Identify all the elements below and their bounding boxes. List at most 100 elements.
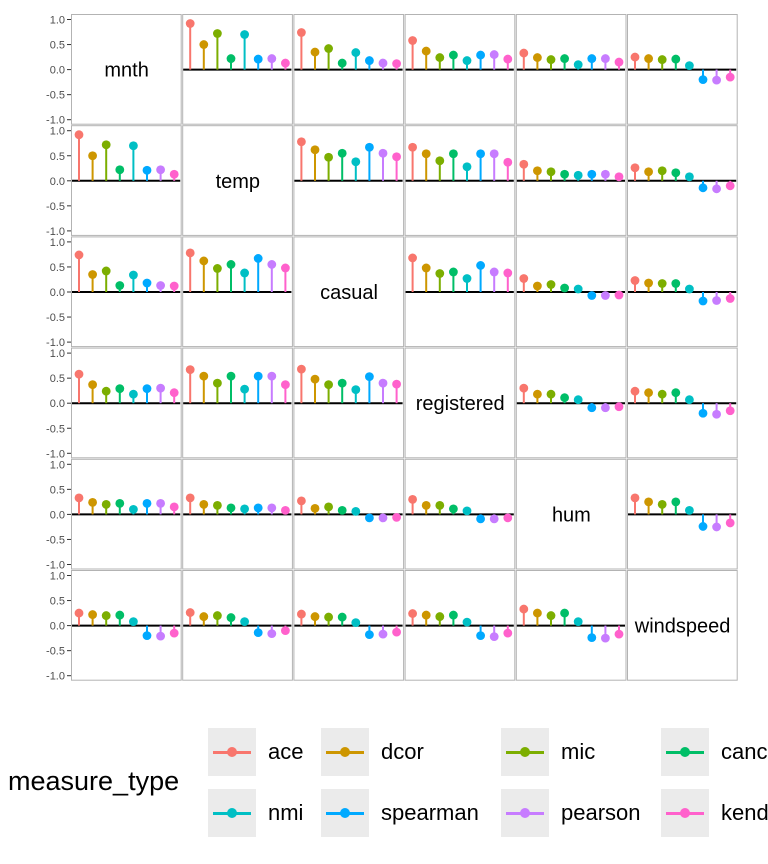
point-pearson-temp-casual: [378, 148, 388, 158]
point-dcor-temp-hum: [533, 166, 542, 176]
point-mic-temp-casual: [324, 152, 333, 162]
point-nmi-mnth-temp: [240, 30, 250, 39]
y-tick-label-r1-0.0: 0.0: [50, 176, 65, 188]
point-kend-temp-windspeed: [725, 181, 735, 191]
point-pearson-registered-hum: [601, 403, 610, 413]
point-pearson-hum-windspeed: [712, 522, 721, 532]
point-ace-registered-temp: [185, 365, 195, 375]
point-spearman-temp-windspeed: [698, 183, 708, 193]
point-mic-temp-mnth: [101, 140, 111, 150]
point-kend-casual-registered: [503, 268, 513, 278]
point-spearman-temp-mnth: [142, 165, 152, 175]
point-nmi-hum-registered: [462, 506, 472, 516]
point-canc-hum-windspeed: [671, 497, 681, 507]
panel-mnth-mnth: [71, 14, 182, 125]
point-spearman-registered-temp: [253, 371, 263, 381]
point-kend-windspeed-casual: [392, 627, 401, 637]
point-nmi-temp-hum: [573, 170, 583, 180]
point-spearman-casual-registered: [476, 261, 485, 270]
point-ace-mnth-hum: [519, 48, 529, 58]
point-pearson-registered-casual: [378, 378, 388, 388]
point-ace-windspeed-temp: [185, 608, 195, 617]
point-mic-registered-hum: [546, 389, 556, 399]
y-tick-label-r5-1.0: 1.0: [50, 571, 65, 583]
point-pearson-windspeed-hum: [601, 633, 610, 643]
point-nmi-hum-temp: [240, 504, 250, 514]
legend-key-nmi: [208, 789, 256, 837]
point-canc-temp-mnth: [115, 165, 125, 175]
point-spearman-temp-casual: [365, 142, 374, 152]
legend-label-nmi: nmi: [268, 800, 304, 825]
point-nmi-mnth-casual: [351, 48, 361, 57]
point-canc-temp-hum: [560, 169, 569, 179]
point-nmi-registered-casual: [351, 385, 361, 395]
point-dcor-windspeed-mnth: [88, 610, 97, 619]
point-nmi-windspeed-casual: [351, 618, 361, 627]
point-nmi-windspeed-mnth: [129, 617, 138, 626]
point-dcor-registered-hum: [533, 389, 542, 399]
point-ace-hum-registered: [408, 494, 417, 504]
point-mic-hum-mnth: [101, 499, 111, 509]
point-canc-temp-windspeed: [671, 168, 681, 178]
point-pearson-mnth-temp: [267, 54, 277, 63]
point-nmi-casual-mnth: [129, 270, 138, 280]
legend-key-mic: [501, 728, 549, 776]
point-pearson-mnth-hum: [601, 54, 610, 63]
point-pearson-temp-windspeed: [712, 184, 721, 194]
point-dcor-mnth-temp: [199, 40, 209, 49]
y-tick-label-r5--1.0: -1.0: [46, 671, 65, 683]
point-kend-mnth-windspeed: [725, 72, 735, 82]
panel-hum-hum: [515, 458, 627, 570]
point-ace-hum-windspeed: [630, 493, 640, 503]
legend: measure_type ace dcor mic canc nmi spear…: [0, 720, 768, 864]
point-ace-mnth-temp: [185, 19, 195, 28]
legend-key-pearson: [501, 789, 549, 837]
point-kend-casual-hum: [614, 290, 624, 300]
point-mic-windspeed-temp: [213, 611, 222, 620]
y-tick-label-r3-1.0: 1.0: [50, 348, 65, 360]
point-spearman-casual-hum: [587, 291, 597, 300]
legend-label-pearson: pearson: [561, 800, 641, 825]
diagonal-label-registered: registered: [416, 393, 505, 415]
point-mic-casual-hum: [546, 280, 556, 289]
point-canc-registered-hum: [560, 393, 569, 403]
y-tick-label-r3--1.0: -1.0: [46, 448, 65, 460]
y-tick-label-r4-1.0: 1.0: [50, 459, 65, 471]
point-canc-casual-hum: [560, 283, 569, 293]
point-kend-registered-hum: [614, 402, 624, 412]
point-ace-temp-registered: [408, 142, 417, 152]
point-ace-temp-mnth: [74, 130, 84, 140]
point-ace-mnth-windspeed: [630, 52, 640, 62]
point-dcor-hum-temp: [199, 499, 209, 509]
point-nmi-casual-temp: [240, 268, 250, 278]
point-mic-hum-registered: [435, 500, 445, 510]
legend-label-kend: kend: [721, 800, 768, 825]
legend-dot-spearman: [340, 808, 350, 818]
point-dcor-temp-casual: [310, 145, 320, 155]
point-spearman-casual-windspeed: [698, 296, 708, 306]
legend-dot-mic: [520, 747, 530, 757]
point-kend-registered-windspeed: [725, 406, 735, 416]
y-tick-label-r5--0.5: -0.5: [46, 646, 65, 658]
point-pearson-temp-mnth: [156, 165, 166, 175]
point-mic-windspeed-registered: [435, 612, 445, 621]
point-nmi-hum-mnth: [129, 504, 138, 514]
point-dcor-hum-casual: [310, 503, 320, 513]
point-pearson-registered-windspeed: [712, 409, 721, 419]
point-dcor-registered-casual: [310, 374, 320, 384]
point-mic-hum-temp: [213, 500, 222, 510]
y-tick-label-r0--1.0: -1.0: [46, 115, 65, 127]
point-spearman-mnth-hum: [587, 54, 597, 63]
point-pearson-hum-mnth: [156, 498, 166, 508]
point-pearson-hum-casual: [378, 513, 388, 523]
point-dcor-casual-mnth: [88, 270, 97, 279]
legend-key-ace: [208, 728, 256, 776]
point-mic-windspeed-hum: [546, 611, 556, 620]
point-canc-registered-temp: [226, 371, 236, 381]
point-kend-mnth-hum: [614, 57, 624, 67]
point-spearman-hum-mnth: [142, 498, 152, 508]
point-canc-mnth-hum: [560, 54, 569, 63]
point-dcor-casual-hum: [533, 281, 542, 291]
point-dcor-hum-registered: [421, 500, 431, 510]
point-dcor-mnth-windspeed: [644, 54, 653, 63]
